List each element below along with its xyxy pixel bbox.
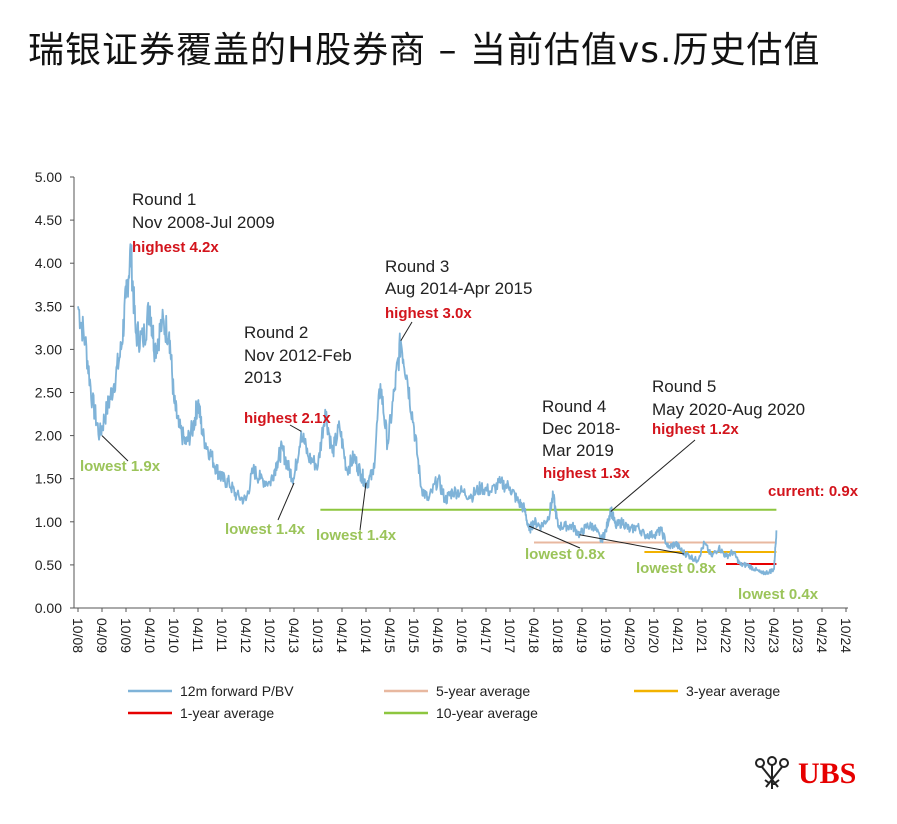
page-title: 瑞银证券覆盖的H股券商 – 当前估值vs.历史估值 bbox=[28, 30, 821, 71]
annotation-leader-line bbox=[277, 482, 295, 521]
round2-period: Nov 2012-Feb bbox=[244, 346, 352, 365]
x-tick-label: 04/11 bbox=[190, 618, 206, 652]
round2-highest: highest 2.1x bbox=[244, 410, 331, 427]
round4-period: Dec 2018- bbox=[542, 419, 620, 438]
x-tick-label: 10/22 bbox=[742, 618, 758, 653]
leader-lines bbox=[101, 321, 696, 555]
annotation-leader-line bbox=[529, 525, 581, 549]
round4-label: Round 4 bbox=[542, 397, 606, 416]
round2-period-cont: 2013 bbox=[244, 368, 282, 387]
round5-period: May 2020-Aug 2020 bbox=[652, 400, 805, 419]
x-tick-label: 04/13 bbox=[286, 618, 302, 653]
x-tick-label: 10/21 bbox=[694, 618, 710, 653]
round3-highest: highest 3.0x bbox=[385, 305, 472, 322]
round1-label: Round 1 bbox=[132, 190, 196, 209]
round5-lowest: lowest 0.8x bbox=[636, 560, 717, 577]
y-axis: 5.00 4.50 4.00 3.50 3.00 2.50 2.00 1.50 1.00 0.50… bbox=[35, 169, 75, 616]
annotation-leader-line bbox=[579, 534, 685, 555]
y-tick-label: 1.50 bbox=[35, 471, 62, 487]
round1-highest: highest 4.2x bbox=[132, 239, 219, 256]
x-tick-label: 10/08 bbox=[70, 618, 86, 653]
legend-label: 5-year average bbox=[436, 683, 530, 699]
x-tick-label: 04/17 bbox=[478, 618, 494, 653]
series-line-pbv bbox=[77, 243, 778, 576]
x-tick-label: 04/15 bbox=[382, 618, 398, 653]
series bbox=[77, 243, 778, 576]
annotation-leader-line bbox=[610, 439, 696, 512]
legend-label: 1-year average bbox=[180, 705, 274, 721]
x-tick-label: 10/19 bbox=[598, 618, 614, 653]
x-tick-label: 10/10 bbox=[166, 618, 182, 653]
y-tick-label: 2.50 bbox=[35, 385, 62, 401]
x-tick-label: 10/11 bbox=[214, 618, 230, 652]
x-tick-label: 04/19 bbox=[574, 618, 590, 653]
x-tick-label: 10/15 bbox=[406, 618, 422, 653]
x-tick-label: 10/13 bbox=[310, 618, 326, 653]
round3-label: Round 3 bbox=[385, 257, 449, 276]
y-tick-label: 2.00 bbox=[35, 428, 62, 444]
x-tick-label: 04/20 bbox=[622, 618, 638, 653]
x-tick-label: 04/23 bbox=[766, 618, 782, 653]
x-axis: 10/08 04/09 10/09 04/10 10/10 04/11 10/11 04/12… bbox=[70, 607, 854, 653]
x-tick-label: 04/22 bbox=[718, 618, 734, 653]
x-tick-label: 10/20 bbox=[646, 618, 662, 653]
x-tick-label: 10/16 bbox=[454, 618, 470, 653]
x-tick-label: 04/21 bbox=[670, 618, 686, 653]
y-tick-label: 3.50 bbox=[35, 298, 62, 314]
round3-lowest: lowest 1.4x bbox=[316, 527, 397, 544]
y-tick-label: 1.00 bbox=[35, 514, 62, 530]
keys-icon bbox=[755, 756, 789, 789]
x-tick-label: 10/09 bbox=[118, 618, 134, 653]
logo-text: UBS bbox=[798, 757, 857, 790]
x-tick-label: 10/18 bbox=[550, 618, 566, 653]
x-tick-label: 04/14 bbox=[334, 618, 350, 653]
round3-period: Aug 2014-Apr 2015 bbox=[385, 279, 532, 298]
ubs-logo: UBS bbox=[752, 756, 856, 792]
legend-label: 3-year average bbox=[686, 683, 780, 699]
x-tick-label: 10/12 bbox=[262, 618, 278, 653]
legend: 12m forward P/BV 5-year average 3-year ave… bbox=[128, 683, 780, 721]
round1-period: Nov 2008-Jul 2009 bbox=[132, 213, 275, 232]
y-tick-label: 3.00 bbox=[35, 341, 62, 357]
x-tick-label: 04/16 bbox=[430, 618, 446, 653]
round2-lowest: lowest 1.4x bbox=[225, 521, 306, 538]
round4-period-cont: Mar 2019 bbox=[542, 441, 614, 460]
annotation-leader-line bbox=[400, 321, 413, 342]
x-tick-label: 04/24 bbox=[814, 618, 830, 653]
legend-label: 12m forward P/BV bbox=[180, 683, 294, 699]
y-tick-label: 0.00 bbox=[35, 600, 62, 616]
y-tick-label: 4.50 bbox=[35, 212, 62, 228]
round2-label: Round 2 bbox=[244, 323, 308, 342]
x-tick-label: 04/18 bbox=[526, 618, 542, 653]
x-tick-label: 10/24 bbox=[838, 618, 854, 653]
round4-lowest: lowest 0.8x bbox=[525, 546, 606, 563]
x-tick-label: 04/09 bbox=[94, 618, 110, 653]
x-tick-label: 10/23 bbox=[790, 618, 806, 653]
x-tick-label: 10/17 bbox=[502, 618, 518, 653]
x-tick-label: 04/12 bbox=[238, 618, 254, 653]
y-tick-label: 4.00 bbox=[35, 255, 62, 271]
legend-label: 10-year average bbox=[436, 705, 538, 721]
annotation-leader-line bbox=[359, 482, 367, 531]
round5-label: Round 5 bbox=[652, 377, 716, 396]
annotation-leader-line bbox=[101, 435, 129, 462]
y-tick-label: 5.00 bbox=[35, 169, 62, 185]
annotation-leader-line bbox=[289, 424, 302, 432]
recent-lowest-label: lowest 0.4x bbox=[738, 586, 819, 603]
x-tick-label: 10/14 bbox=[358, 618, 374, 653]
y-tick-label: 0.50 bbox=[35, 557, 62, 573]
round4-highest: highest 1.3x bbox=[543, 465, 630, 482]
round5-highest: highest 1.2x bbox=[652, 421, 739, 438]
current-label: current: 0.9x bbox=[768, 483, 859, 500]
x-tick-label: 04/10 bbox=[142, 618, 158, 653]
round1-lowest: lowest 1.9x bbox=[80, 458, 161, 475]
